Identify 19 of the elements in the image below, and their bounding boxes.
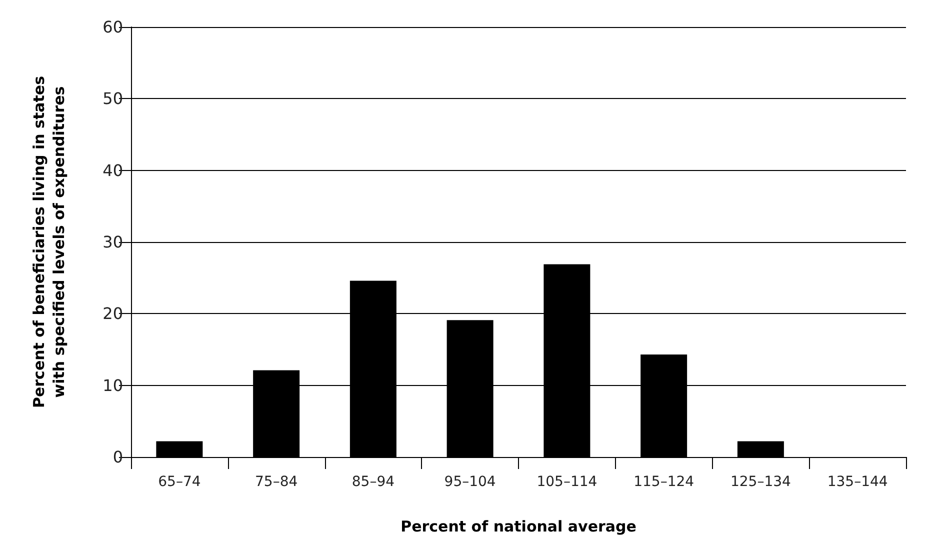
x-axis-title: Percent of national average — [400, 518, 636, 536]
y-tick-label: 50 — [102, 89, 123, 108]
x-tick-label: 75–84 — [254, 474, 298, 490]
y-tick-label: 20 — [102, 304, 123, 324]
y-tick-label: 30 — [102, 232, 123, 252]
x-tick-label: 105–114 — [536, 474, 598, 490]
x-tick-label: 135–144 — [827, 474, 888, 490]
bar — [156, 441, 203, 457]
y-tick-label: 60 — [102, 18, 123, 36]
x-tick-label: 65–74 — [158, 474, 201, 490]
x-tick-label: 95–104 — [444, 474, 496, 490]
x-tick-label: 85–94 — [352, 474, 395, 490]
x-tick-label: 115–124 — [634, 474, 694, 490]
y-tick-label: 40 — [102, 160, 123, 180]
bar — [737, 441, 784, 457]
y-tick-label: 0 — [112, 448, 123, 466]
y-tick-label: 10 — [102, 376, 123, 395]
y-axis-title: Percent of beneficiaries living in states with specified levels of expenditures — [30, 76, 68, 408]
x-tick-label: 125–134 — [730, 474, 791, 490]
